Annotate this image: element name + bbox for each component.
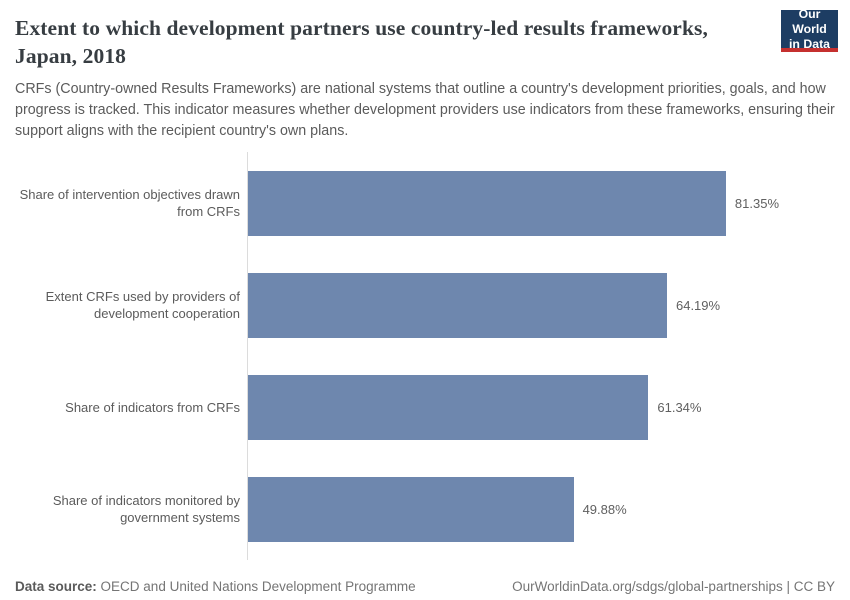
owid-logo[interactable]: Our World in Data	[781, 6, 838, 52]
bar-track: 49.88%	[248, 476, 779, 542]
data-source-label: Data source:	[15, 579, 97, 594]
bar-track: 61.34%	[248, 374, 779, 440]
data-source-text: OECD and United Nations Development Prog…	[100, 579, 416, 594]
category-label: Extent CRFs used by providers of develop…	[45, 289, 240, 321]
bar-indicators-from-crfs[interactable]	[248, 374, 649, 440]
chart-title: Extent to which development partners use…	[15, 16, 708, 68]
chart-footer: Data source: OECD and United Nations Dev…	[15, 579, 835, 594]
bar-extent-crfs-used[interactable]	[248, 272, 667, 338]
category-label: Share of indicators from CRFs	[65, 399, 240, 415]
value-label: 49.88%	[582, 501, 627, 517]
bar-chart: Share of intervention objectives drawn f…	[0, 152, 850, 560]
bar-row: Share of intervention objectives drawn f…	[0, 152, 850, 254]
bar-track: 64.19%	[248, 272, 779, 338]
category-label: Share of intervention objectives drawn f…	[19, 187, 240, 219]
bar-row: Extent CRFs used by providers of develop…	[0, 254, 850, 356]
bar-row: Share of indicators monitored by governm…	[0, 458, 850, 560]
data-source: Data source: OECD and United Nations Dev…	[15, 579, 416, 594]
owid-logo-line2: in Data	[789, 36, 830, 51]
value-label: 81.35%	[734, 195, 779, 211]
owid-url-link[interactable]: OurWorldinData.org/sdgs/global-partnersh…	[512, 579, 835, 594]
value-label: 61.34%	[657, 399, 702, 415]
bar-intervention-objectives[interactable]	[248, 170, 726, 236]
bar-row: Share of indicators from CRFs 61.34%	[0, 356, 850, 458]
value-label: 64.19%	[675, 297, 721, 313]
bar-track: 81.35%	[248, 170, 779, 236]
owid-logo-line1: Our World	[792, 6, 827, 36]
category-label: Share of indicators monitored by governm…	[52, 493, 240, 525]
chart-subtitle: CRFs (Country-owned Results Frameworks) …	[15, 81, 835, 139]
y-axis-line	[247, 152, 248, 560]
chart-header: Extent to which development partners use…	[0, 0, 850, 142]
bar-indicators-monitored[interactable]	[248, 476, 574, 542]
